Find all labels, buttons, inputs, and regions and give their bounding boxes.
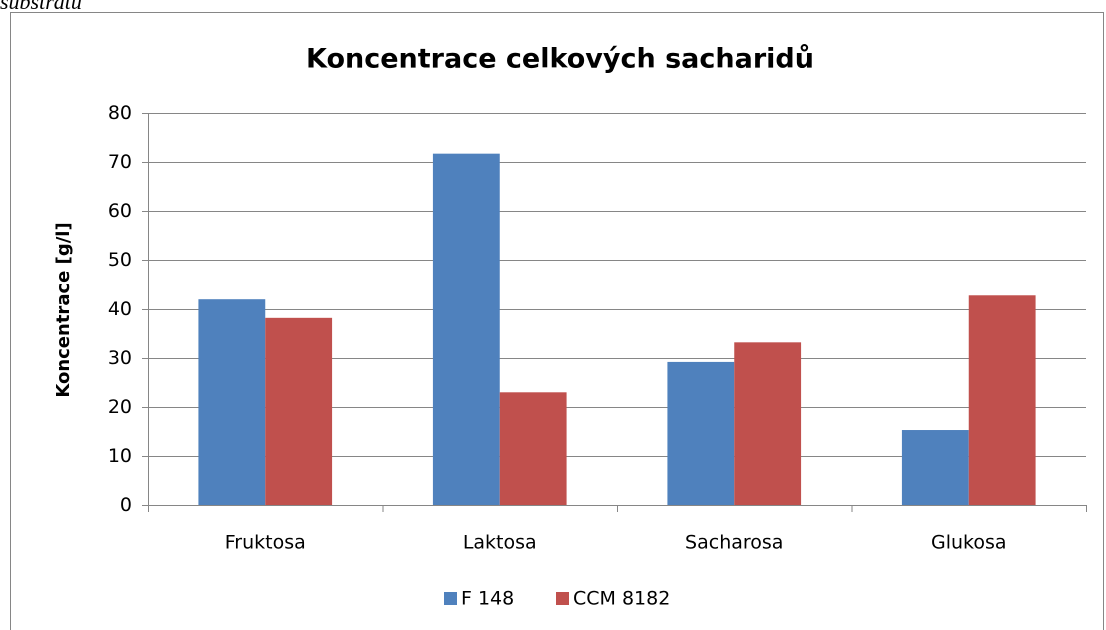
x-tick-label: Fruktosa [225,532,306,554]
y-tick-label: 80 [108,102,132,124]
y-tick-label: 40 [108,298,132,320]
bar [901,430,969,505]
y-tick-label: 60 [108,200,132,222]
legend-label: F 148 [461,588,514,610]
y-tick-label: 0 [120,494,132,516]
x-tick-label: Glukosa [931,532,1007,554]
bar [734,342,802,505]
bar [667,361,735,505]
x-tick-label: Laktosa [463,532,537,554]
bar [265,317,333,505]
bar [432,153,500,506]
y-tick-label: 10 [108,445,132,467]
y-tick-label: 70 [108,151,132,173]
caption: substrátu [0,0,82,14]
y-tick-label: 20 [108,396,132,418]
y-tick-label: 50 [108,249,132,271]
bar [968,295,1036,505]
legend-swatch [556,592,569,605]
legend-swatch [444,592,457,605]
chart-border [10,12,1104,630]
bar [198,299,266,505]
legend-label: CCM 8182 [573,588,670,610]
y-axis-label: Koncentrace [g/l] [53,222,74,397]
y-tick-label: 30 [108,347,132,369]
x-tick-label: Sacharosa [685,532,783,554]
bar [499,392,567,505]
chart-title: Koncentrace celkových sacharidů [306,44,814,75]
